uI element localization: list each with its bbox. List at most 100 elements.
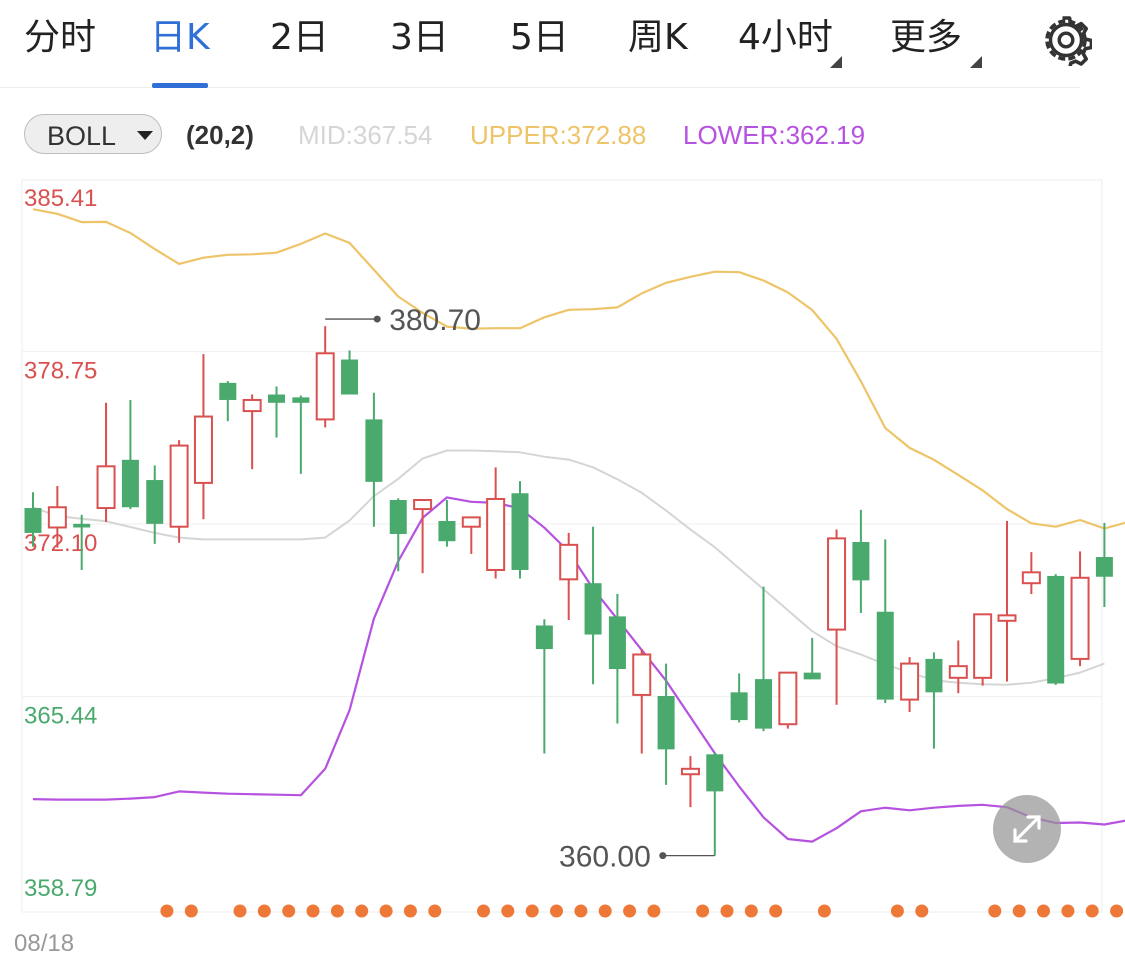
expand-arrows-icon bbox=[1013, 815, 1041, 843]
indicator-select[interactable]: BOLL bbox=[24, 114, 162, 154]
event-dot bbox=[160, 904, 174, 918]
candle bbox=[73, 514, 91, 570]
candle bbox=[680, 756, 700, 808]
event-dot bbox=[403, 904, 417, 918]
boll-lower-line bbox=[32, 496, 1125, 843]
candle-body bbox=[535, 625, 553, 650]
event-dot bbox=[330, 904, 344, 918]
candle bbox=[96, 402, 116, 523]
candle-body bbox=[268, 394, 285, 403]
candle-body bbox=[292, 397, 310, 403]
event-dot bbox=[282, 904, 296, 918]
candle bbox=[657, 663, 675, 785]
event-dot bbox=[696, 904, 710, 918]
gear-icon[interactable] bbox=[1040, 14, 1092, 66]
tab-5-day[interactable]: 5日 bbox=[510, 17, 569, 58]
event-dot bbox=[1037, 904, 1050, 918]
event-dot bbox=[379, 904, 393, 918]
candle bbox=[584, 526, 602, 685]
candle-body bbox=[438, 521, 456, 542]
tab-more[interactable]: 更多 bbox=[890, 17, 963, 58]
candle bbox=[852, 509, 870, 614]
candle-body bbox=[608, 616, 626, 670]
candle bbox=[413, 498, 433, 574]
candle-body bbox=[948, 665, 968, 679]
candle-body bbox=[1070, 576, 1090, 660]
candle bbox=[169, 440, 189, 543]
candle bbox=[730, 673, 748, 723]
event-dot bbox=[720, 904, 734, 918]
candle-body bbox=[242, 398, 262, 413]
expand-chart-button[interactable] bbox=[993, 795, 1061, 863]
candle bbox=[193, 354, 213, 520]
indicator-mid-value: MID:367.54 bbox=[298, 120, 433, 150]
candle-body bbox=[852, 542, 870, 581]
candle-body bbox=[73, 523, 91, 528]
candle bbox=[559, 532, 579, 621]
candle bbox=[315, 326, 335, 428]
tab-4-hour[interactable]: 4小时 bbox=[738, 17, 833, 58]
candle-body bbox=[146, 480, 164, 524]
candle bbox=[438, 500, 456, 547]
event-dot bbox=[1085, 904, 1099, 918]
event-dot bbox=[428, 904, 442, 918]
event-dot bbox=[501, 904, 515, 918]
price-marker-dot bbox=[373, 315, 381, 323]
event-dot bbox=[525, 904, 539, 918]
candle bbox=[997, 521, 1017, 682]
candle-body bbox=[803, 672, 821, 680]
event-dot bbox=[184, 904, 198, 918]
y-tick-label: 385.41 bbox=[24, 185, 97, 212]
candle-body bbox=[121, 459, 139, 508]
price-marker-label: 380.70 bbox=[389, 304, 481, 337]
candle-body bbox=[584, 583, 602, 635]
tab-weekly-k[interactable]: 周K bbox=[628, 17, 688, 58]
event-dot bbox=[1110, 904, 1124, 918]
candle-body bbox=[389, 500, 407, 534]
tab-4-hour-menu-corner-icon bbox=[830, 56, 842, 68]
candle-body bbox=[96, 465, 116, 510]
candle bbox=[47, 486, 67, 548]
candle-body bbox=[680, 767, 700, 776]
candle-body bbox=[193, 415, 213, 484]
candle-body bbox=[1095, 557, 1113, 577]
event-dot bbox=[1061, 904, 1075, 918]
candle bbox=[121, 399, 139, 510]
candle-body bbox=[925, 658, 943, 693]
candle-body bbox=[973, 613, 993, 679]
candle-body bbox=[413, 499, 433, 511]
candle bbox=[365, 392, 383, 527]
active-tab-underline bbox=[152, 83, 208, 88]
candle bbox=[242, 394, 262, 470]
candle-body bbox=[486, 497, 506, 571]
candle-body bbox=[657, 695, 675, 750]
candle-body bbox=[24, 508, 42, 533]
candle bbox=[292, 395, 310, 474]
indicator-lower-value: LOWER:362.19 bbox=[683, 120, 866, 150]
tab-2-day[interactable]: 2日 bbox=[270, 17, 329, 58]
candle-body bbox=[827, 537, 847, 631]
tab-daily-k[interactable]: 日K bbox=[150, 17, 210, 58]
candle-body bbox=[365, 419, 383, 482]
candle-body bbox=[730, 692, 748, 721]
candle bbox=[1095, 522, 1113, 608]
indicator-select-label: BOLL bbox=[47, 121, 117, 151]
price-marker-dot bbox=[659, 852, 667, 860]
candle bbox=[1021, 552, 1041, 595]
event-dot bbox=[744, 904, 758, 918]
candle bbox=[755, 586, 772, 732]
event-dot bbox=[306, 904, 320, 918]
candle bbox=[900, 657, 920, 713]
candle bbox=[778, 671, 798, 729]
candle-body bbox=[47, 506, 67, 529]
tab-3-day[interactable]: 3日 bbox=[390, 17, 449, 58]
event-dot bbox=[623, 904, 637, 918]
candle bbox=[341, 350, 359, 395]
candle bbox=[632, 649, 652, 754]
event-dot bbox=[233, 904, 247, 918]
y-tick-label: 378.75 bbox=[24, 358, 97, 385]
candle bbox=[461, 516, 481, 554]
tab-timeshare[interactable]: 分时 bbox=[24, 17, 97, 58]
period-tab-bar: 分时 日K 2日 3日 5日 周K 4小时 更多 bbox=[0, 0, 1092, 88]
